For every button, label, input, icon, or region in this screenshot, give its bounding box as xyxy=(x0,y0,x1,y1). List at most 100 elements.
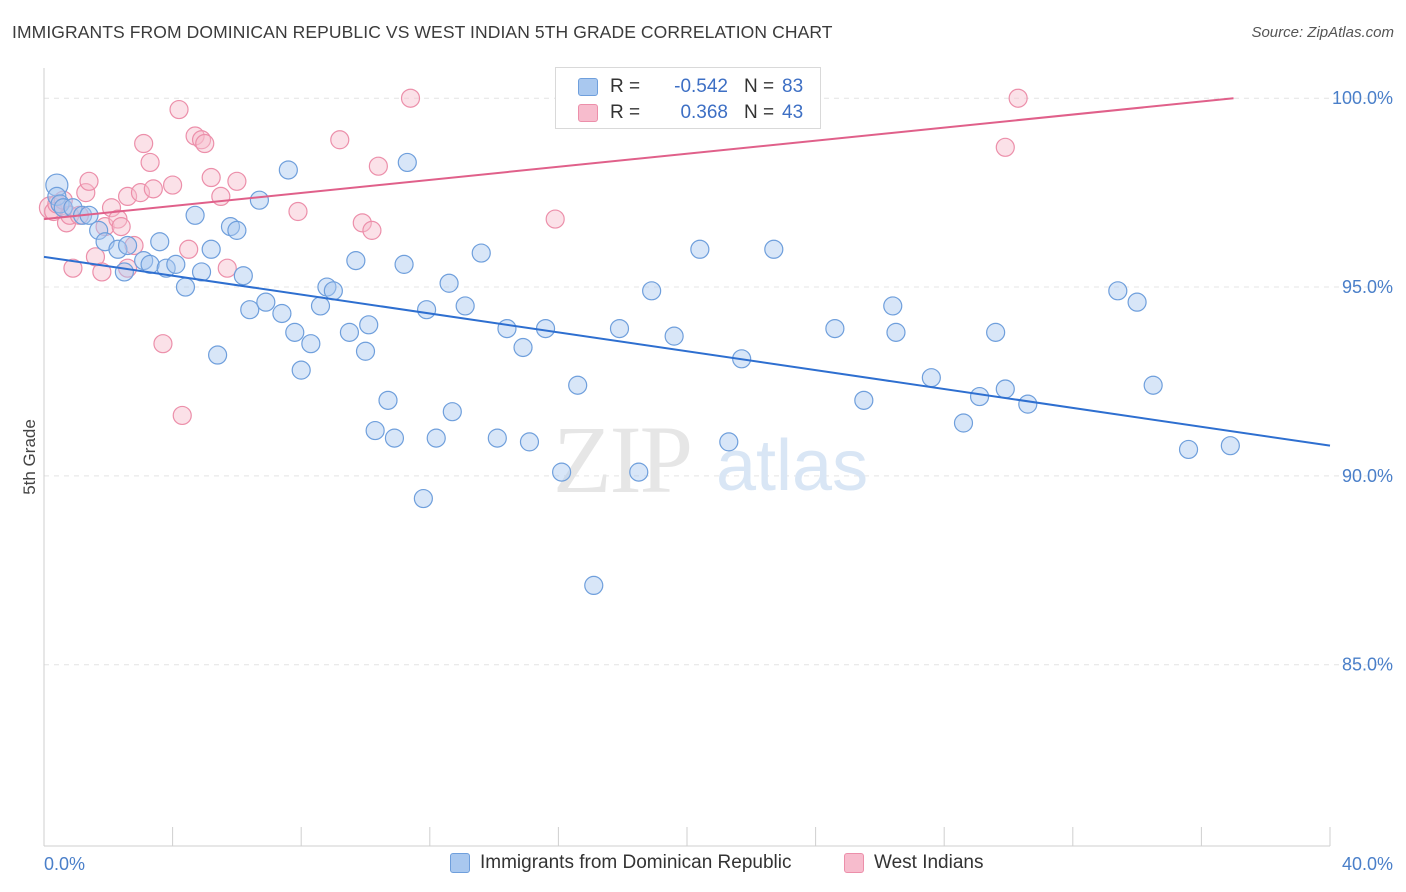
data-point xyxy=(240,300,260,320)
data-point xyxy=(201,239,221,259)
r-value: 0.368 xyxy=(680,102,728,123)
data-point xyxy=(301,334,321,354)
data-point xyxy=(384,428,405,448)
data-point xyxy=(995,379,1015,399)
trend-line-dominican xyxy=(43,255,1331,447)
y-tick-label: 100.0% xyxy=(1332,88,1393,108)
watermark-zip: ZIP xyxy=(553,406,691,513)
data-point xyxy=(278,160,298,180)
data-point xyxy=(497,318,517,339)
data-point xyxy=(439,273,459,293)
y-axis-title: 5th Grade xyxy=(20,419,39,495)
legend-label-dominican: Immigrants from Dominican Republic xyxy=(480,852,792,873)
stats-row-dominican: R = -0.542 N = 83 xyxy=(578,75,803,99)
data-point xyxy=(140,152,160,173)
data-point xyxy=(288,201,308,222)
watermark-atlas: atlas xyxy=(716,426,868,506)
data-point xyxy=(378,390,398,410)
west-indians-points xyxy=(38,88,1028,426)
data-point xyxy=(986,322,1006,342)
r-value: -0.542 xyxy=(674,76,728,97)
data-point xyxy=(179,239,199,259)
data-point xyxy=(63,258,83,278)
blue-swatch xyxy=(450,853,470,873)
data-point xyxy=(117,235,138,256)
data-point xyxy=(969,386,990,407)
legend-item-dominican[interactable]: Immigrants from Dominican Republic xyxy=(450,852,792,874)
r-label: R = xyxy=(610,76,641,97)
data-point xyxy=(201,167,221,188)
data-point xyxy=(355,341,376,361)
data-point xyxy=(397,152,417,173)
data-point xyxy=(886,322,906,342)
data-point xyxy=(584,575,604,596)
data-point xyxy=(76,183,96,203)
data-point xyxy=(195,133,215,154)
pink-swatch xyxy=(844,853,864,873)
y-tick-label: 95.0% xyxy=(1342,277,1393,297)
data-point xyxy=(609,318,630,339)
data-point xyxy=(1108,281,1128,301)
data-point xyxy=(233,266,253,286)
data-point xyxy=(400,88,421,108)
pink-swatch xyxy=(578,104,598,122)
data-point xyxy=(368,156,388,176)
n-value: 43 xyxy=(782,102,804,123)
data-point xyxy=(117,186,138,207)
data-point xyxy=(764,239,784,259)
data-point xyxy=(92,262,112,282)
data-point xyxy=(124,235,144,256)
data-point xyxy=(1018,394,1038,414)
data-point xyxy=(166,254,186,274)
data-point xyxy=(153,334,173,354)
data-point xyxy=(513,337,533,358)
x-tick-label-min: 0.0% xyxy=(44,854,85,874)
data-point xyxy=(365,420,385,441)
data-point xyxy=(426,428,446,448)
data-point xyxy=(310,296,331,316)
data-point xyxy=(191,130,212,150)
legend-label-west-indians: West Indians xyxy=(874,852,984,873)
data-point xyxy=(169,99,189,120)
y-tick-labels: 85.0% 90.0% 95.0% 100.0% xyxy=(1332,88,1393,675)
data-point xyxy=(359,315,379,335)
data-point xyxy=(995,137,1015,157)
data-point xyxy=(664,326,684,346)
data-point xyxy=(568,375,588,395)
data-point xyxy=(883,296,903,316)
stats-legend: R = -0.542 N = 83 R = 0.368 N = 43 xyxy=(555,67,821,129)
data-point xyxy=(921,368,941,388)
blue-swatch xyxy=(578,78,598,96)
data-point xyxy=(249,190,270,210)
n-label: N = xyxy=(744,102,775,123)
data-point xyxy=(89,220,109,240)
data-point xyxy=(111,217,131,237)
data-point xyxy=(1127,292,1147,312)
data-point xyxy=(825,318,845,339)
chart-title: IMMIGRANTS FROM DOMINICAN REPUBLIC VS WE… xyxy=(12,22,833,42)
data-point xyxy=(256,292,276,312)
data-point xyxy=(163,175,183,195)
data-point xyxy=(362,220,382,240)
legend-item-west-indians[interactable]: West Indians xyxy=(844,852,983,874)
data-point xyxy=(114,262,134,282)
data-point xyxy=(272,303,292,324)
x-tick-label-max: 40.0% xyxy=(1342,854,1393,874)
data-point xyxy=(352,213,372,233)
data-point xyxy=(134,133,154,154)
grid-lines xyxy=(44,97,1394,666)
data-point xyxy=(143,179,163,199)
data-point xyxy=(172,405,192,426)
source-label: Source: ZipAtlas.com xyxy=(1251,24,1394,41)
data-point xyxy=(323,281,343,301)
data-point xyxy=(1143,375,1163,395)
data-point xyxy=(1178,439,1199,460)
x-tick-marks xyxy=(43,827,1331,846)
r-label: R = xyxy=(610,102,641,123)
data-point xyxy=(227,171,247,191)
stats-row-west-indians: R = 0.368 N = 43 xyxy=(578,101,803,125)
data-point xyxy=(130,183,151,203)
data-point xyxy=(108,239,128,259)
data-point xyxy=(455,296,475,316)
